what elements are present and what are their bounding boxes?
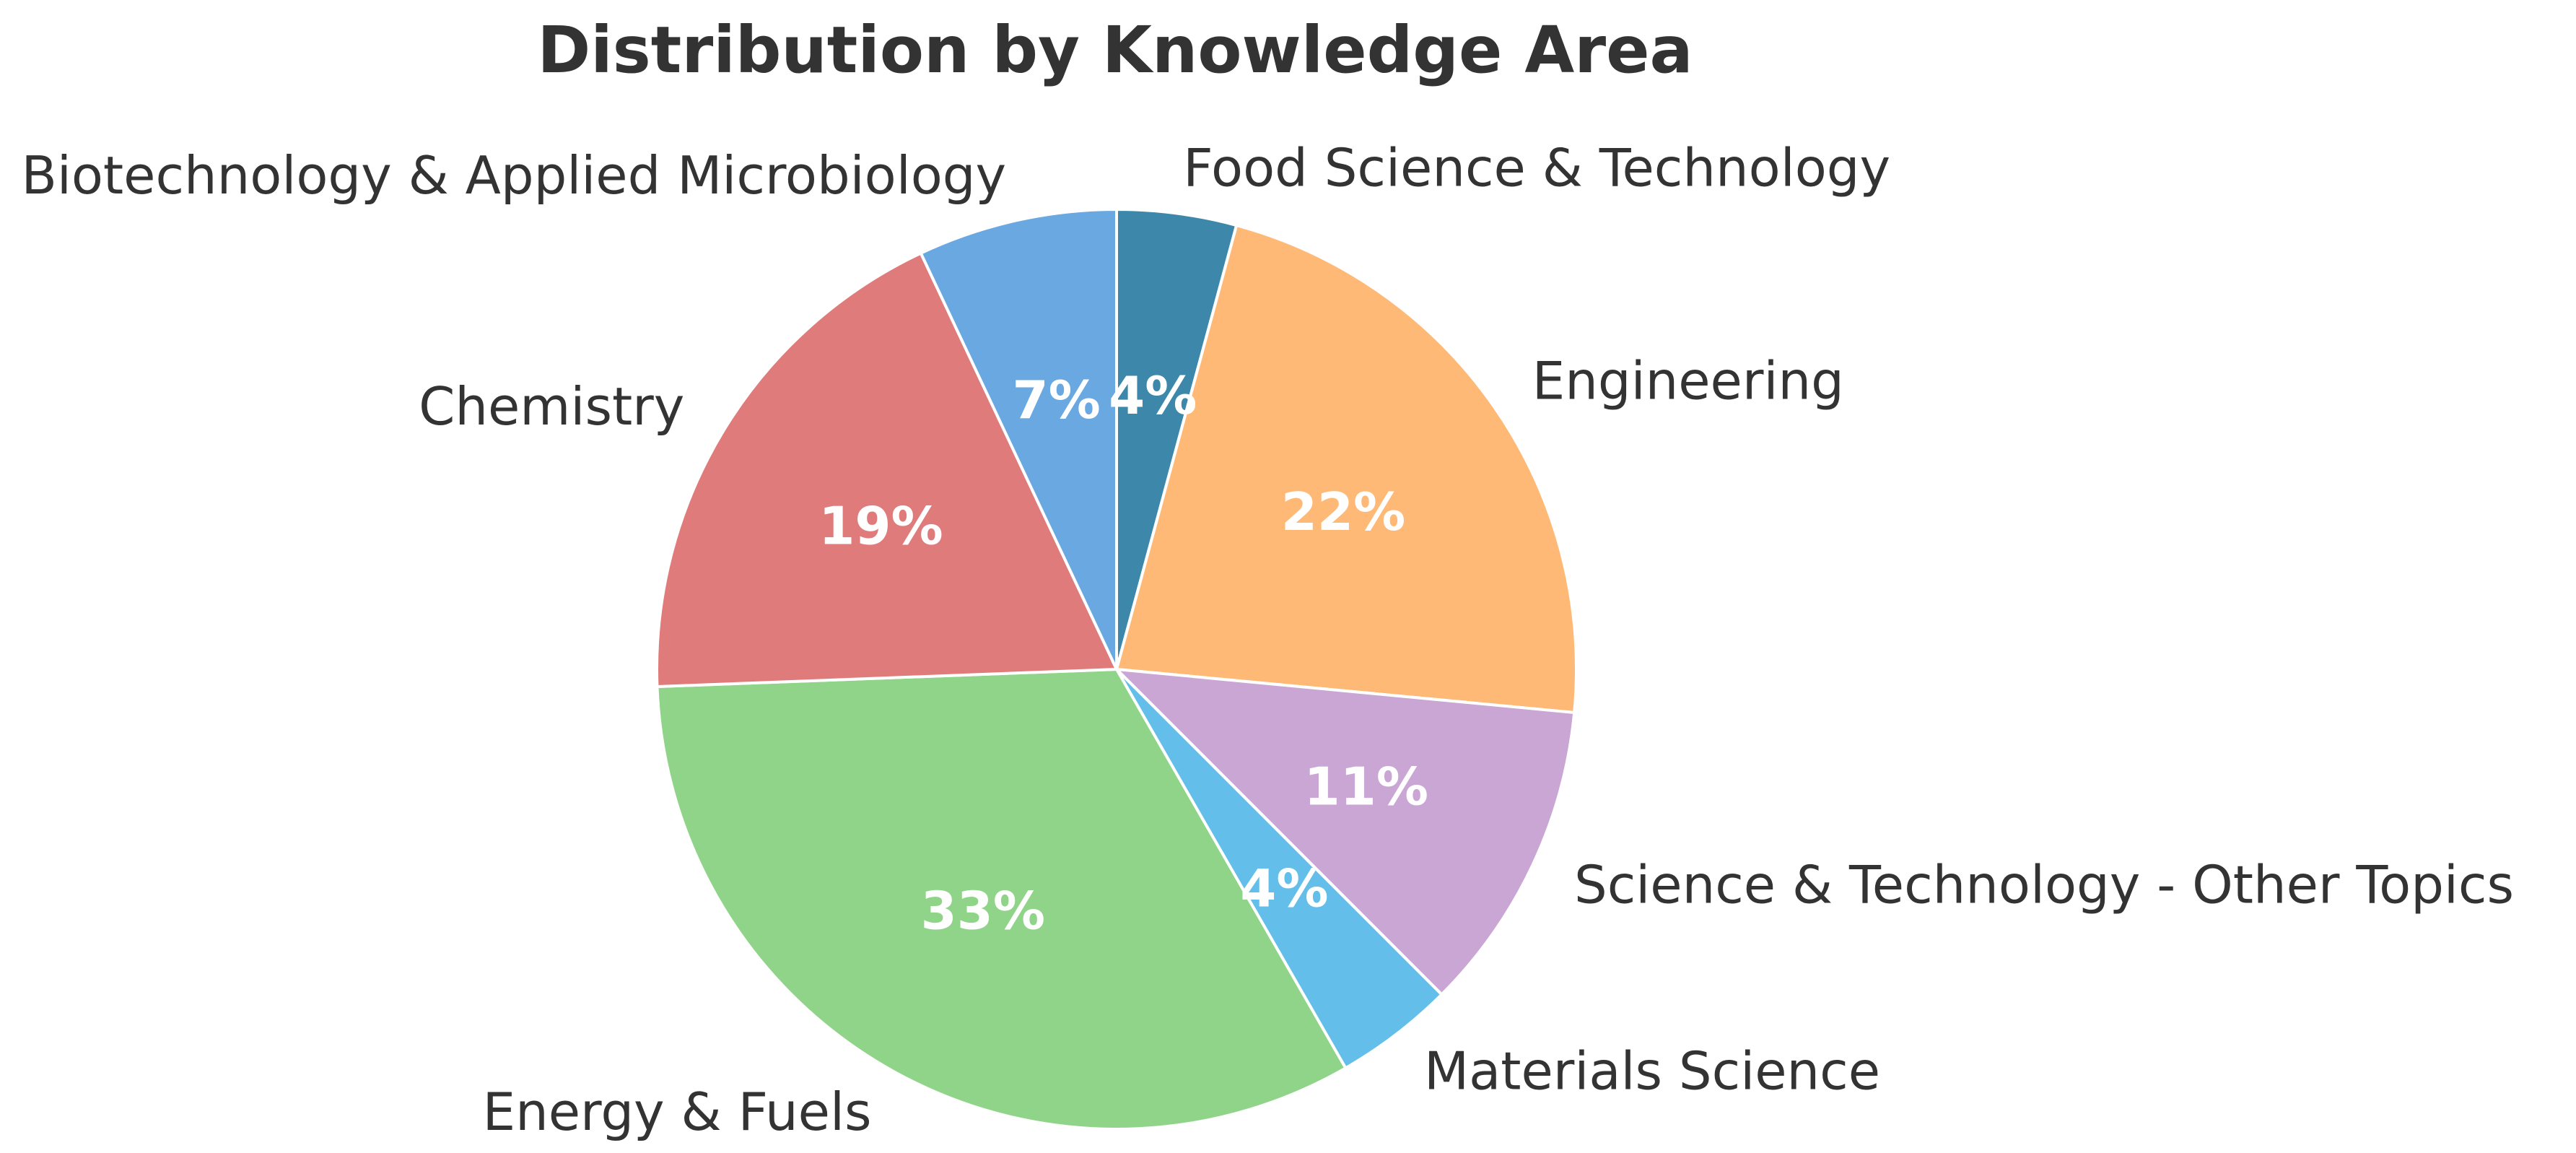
percent-label-materials-science: 4%	[1240, 858, 1328, 919]
category-label-food-science-and-technology: Food Science & Technology	[1183, 137, 1890, 198]
percent-labels: 4% 22% 11% 4% 33% 19% 7%	[818, 365, 1428, 941]
category-label-energy-and-fuels: Energy & Fuels	[483, 1082, 872, 1142]
percent-label-chemistry: 19%	[818, 495, 943, 556]
percent-label-engineering: 22%	[1281, 482, 1405, 542]
pie-slice-chemistry	[655, 251, 1118, 689]
percent-label-food-science-and-technology: 4%	[1109, 365, 1197, 426]
category-labels: Food Science & Technology Engineering Scie…	[21, 137, 2514, 1142]
category-label-biotechnology-and-applied-microbiology: Biotechnology & Applied Microbiology	[21, 145, 1006, 206]
category-label-science-and-technology-other-topics: Science & Technology - Other Topics	[1574, 854, 2514, 915]
category-label-materials-science: Materials Science	[1424, 1040, 1880, 1101]
percent-label-energy-and-fuels: 33%	[921, 880, 1045, 941]
percent-label-biotechnology-and-applied-microbiology: 7%	[1012, 370, 1100, 430]
category-label-engineering: Engineering	[1532, 351, 1844, 412]
pie-slice-energy-and-fuels	[655, 668, 1348, 1131]
chart-title: Distribution by Knowledge Area	[537, 12, 1693, 87]
pie-slice-biotechnology-and-applied-microbiology	[919, 208, 1118, 671]
percent-label-science-and-technology-other-topics: 11%	[1304, 757, 1428, 817]
pie-slice-science-and-technology-other-topics	[1115, 668, 1576, 996]
category-label-chemistry: Chemistry	[419, 376, 684, 437]
pie-slice-engineering	[1115, 224, 1578, 714]
pie-slices	[655, 208, 1578, 1131]
